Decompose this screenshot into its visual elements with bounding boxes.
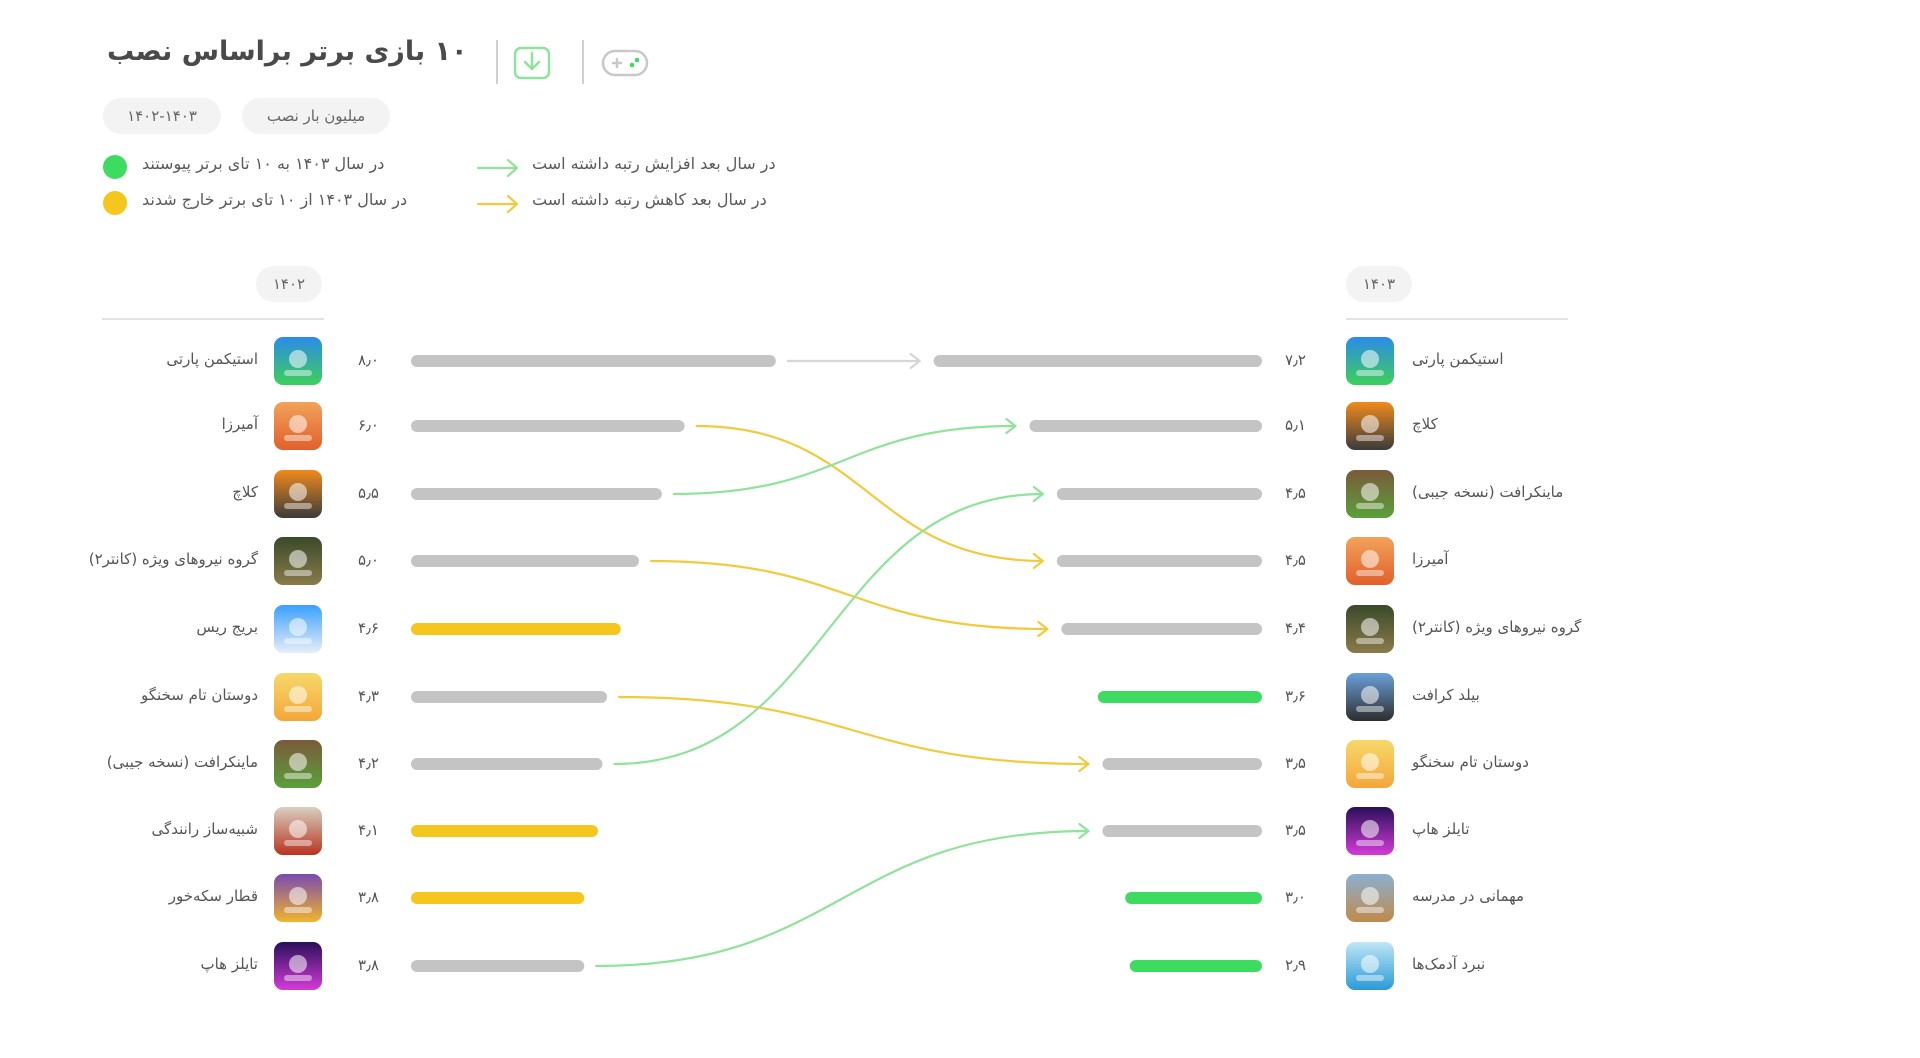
year-left-rule: [102, 318, 324, 320]
link-arrowhead: [1078, 822, 1090, 840]
tiles-hop-icon: [1346, 807, 1394, 855]
school-party-icon: [1346, 874, 1394, 922]
left-value-label: ۵٫۰: [358, 551, 379, 569]
amirza-icon: [274, 402, 322, 450]
left-game-name: دوستان تام سخنگو: [141, 686, 258, 704]
rank-change-link: [695, 424, 1044, 563]
rank-up-arrow-icon: [476, 158, 519, 178]
talking-tom-icon: [1346, 740, 1394, 788]
right-game-name: دوستان تام سخنگو: [1412, 753, 1529, 771]
right-value-label: ۴٫۵: [1285, 484, 1306, 502]
tiles-hop-icon: [274, 942, 322, 990]
driving-sim-icon: [274, 807, 322, 855]
right-value-label: ۲٫۹: [1285, 956, 1306, 974]
left-game-name: کلاچ: [232, 483, 258, 501]
minecraft-icon: [1346, 470, 1394, 518]
talking-tom-icon: [274, 673, 322, 721]
stickman-party-icon: [274, 337, 322, 385]
dropped-out-dot: [103, 191, 127, 215]
year-left-badge: ۱۴۰۲: [256, 266, 322, 302]
right-value-label: ۳٫۵: [1285, 754, 1306, 772]
build-craft-icon: [1346, 673, 1394, 721]
left-game-name: شبیه‌ساز رانندگی: [151, 820, 258, 838]
link-arrowhead: [1037, 620, 1049, 638]
right-value-label: ۳٫۵: [1285, 821, 1306, 839]
special-forces-icon: [274, 537, 322, 585]
special-forces-icon: [1346, 605, 1394, 653]
minecraft-icon: [274, 740, 322, 788]
rank-down-arrow-icon: [476, 194, 519, 214]
link-arrowhead: [1078, 755, 1090, 773]
right-game-name: گروه نیروهای ویژه (کانتر۲): [1412, 618, 1582, 636]
header-divider: [582, 40, 584, 84]
right-game-name: ماینکرافت (نسخه جیبی): [1412, 483, 1564, 501]
right-value-label: ۴٫۵: [1285, 551, 1306, 569]
legend-rank-down-text: در سال بعد کاهش رتبه داشته است: [532, 190, 767, 209]
bridge-race-icon: [274, 605, 322, 653]
rank-change-link: [613, 492, 1044, 766]
right-game-name: مهمانی در مدرسه: [1412, 887, 1525, 905]
clutch-icon: [1346, 402, 1394, 450]
left-value-label: ۳٫۸: [358, 956, 379, 974]
legend-rank-up-text: در سال بعد افزایش رتبه داشته است: [532, 154, 776, 173]
left-game-name: آمیرزا: [221, 415, 258, 433]
year-right-badge: ۱۴۰۳: [1346, 266, 1412, 302]
stickman-party-icon: [1346, 337, 1394, 385]
left-value-label: ۳٫۸: [358, 888, 379, 906]
left-value-label: ۴٫۱: [358, 821, 379, 839]
right-game-name: بیلد کرافت: [1412, 686, 1480, 704]
clutch-icon: [274, 470, 322, 518]
left-value-label: ۶٫۰: [358, 416, 379, 434]
left-game-name: استیکمن پارتی: [166, 350, 258, 368]
rank-change-link: [617, 695, 1090, 766]
right-game-name: تایلز هاپ: [1412, 820, 1470, 838]
legend-left-text: در سال ۱۴۰۳ از ۱۰ تای برتر خارج شدند: [142, 190, 408, 209]
page-title: ۱۰ بازی برتر براساس نصب: [107, 36, 468, 67]
right-game-name: آمیرزا: [1412, 550, 1449, 568]
subway-surfers-icon: [274, 874, 322, 922]
amirza-icon: [1346, 537, 1394, 585]
left-value-label: ۴٫۳: [358, 687, 379, 705]
legend-joined-text: در سال ۱۴۰۳ به ۱۰ تای برتر پیوستند: [142, 154, 385, 173]
gamepad-icon: [601, 49, 649, 77]
right-game-name: استیکمن پارتی: [1412, 350, 1504, 368]
link-arrowhead: [1005, 417, 1017, 435]
right-value-label: ۳٫۶: [1285, 687, 1306, 705]
link-arrowhead: [909, 352, 921, 370]
left-value-label: ۵٫۵: [358, 484, 379, 502]
rank-change-link: [595, 829, 1090, 968]
left-game-name: ماینکرافت (نسخه جیبی): [106, 753, 258, 771]
right-value-label: ۷٫۲: [1285, 351, 1306, 369]
period-badge: ۱۴۰۲-۱۴۰۳: [103, 98, 221, 134]
link-arrowhead: [1032, 485, 1044, 503]
left-game-name: قطار سکه‌خور: [168, 887, 258, 905]
download-icon[interactable]: [512, 42, 552, 82]
right-value-label: ۳٫۰: [1285, 888, 1306, 906]
right-value-label: ۴٫۴: [1285, 619, 1306, 637]
link-arrowhead: [1032, 552, 1044, 570]
right-game-name: نبرد آدمک‌ها: [1412, 955, 1486, 973]
left-value-label: ۴٫۶: [358, 619, 379, 637]
right-game-name: کلاچ: [1412, 415, 1438, 433]
unit-badge: میلیون بار نصب: [242, 98, 390, 134]
left-value-label: ۸٫۰: [358, 351, 379, 369]
left-game-name: گروه نیروهای ویژه (کانتر۲): [88, 550, 258, 568]
header-divider: [496, 40, 498, 84]
left-game-name: تایلز هاپ: [200, 955, 258, 973]
year-right-rule: [1346, 318, 1568, 320]
left-game-name: بریج ریس: [196, 618, 258, 636]
rank-change-link: [649, 559, 1049, 631]
left-value-label: ۴٫۲: [358, 754, 379, 772]
right-value-label: ۵٫۱: [1285, 416, 1306, 434]
new-entry-dot: [103, 155, 127, 179]
stickman-battle-icon: [1346, 942, 1394, 990]
rank-change-link: [672, 424, 1017, 496]
